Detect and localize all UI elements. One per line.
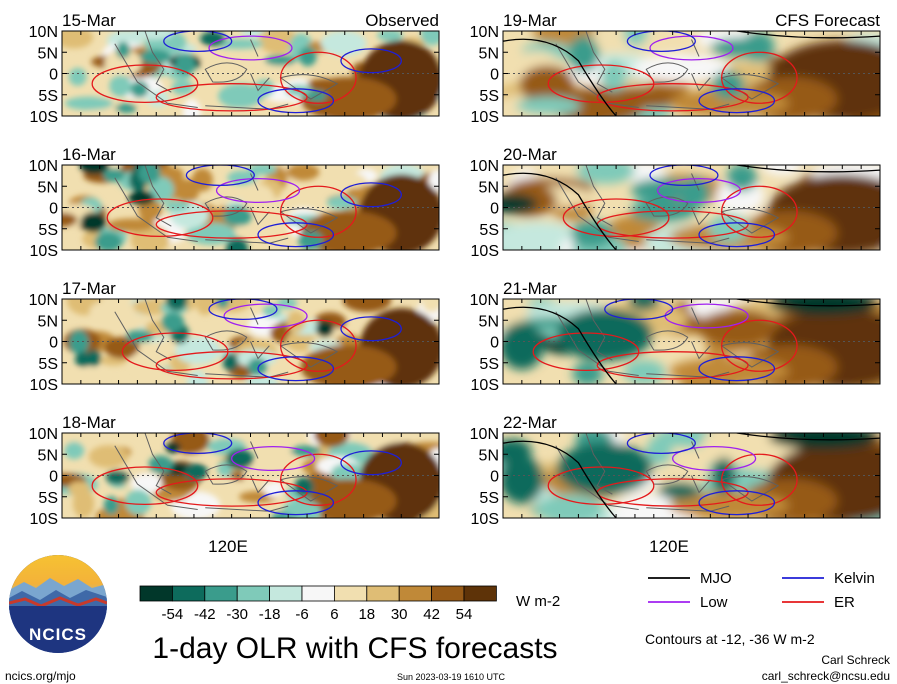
panel-date-label: 22-Mar: [503, 413, 557, 432]
panel-date-label: 15-Mar: [62, 11, 116, 30]
lat-tick-label: 5S: [38, 356, 58, 373]
footer-website: ncics.org/mjo: [5, 669, 76, 683]
colorbar-unit: W m-2: [516, 593, 560, 610]
lat-tick-label: 5S: [38, 88, 58, 105]
lon-label-right: 120E: [649, 537, 689, 556]
lat-tick-label: 0: [490, 335, 499, 352]
footer-email: carl_schreck@ncsu.edu: [762, 669, 890, 683]
colorbar-tick-label: -18: [259, 606, 281, 623]
colorbar-tick-label: 18: [358, 606, 375, 623]
colorbar-tick-label: -42: [194, 606, 216, 623]
legend-label-er: ER: [834, 594, 855, 611]
map-panel-16-Mar: 10N 5N 0 5S 10S 16-Mar: [29, 145, 440, 260]
panel-source-label: CFS Forecast: [775, 11, 880, 30]
contour-legend: MJO Kelvin Low ER: [648, 570, 875, 611]
lat-tick-label: 5N: [479, 447, 499, 464]
lat-tick-label: 5S: [38, 222, 58, 239]
lat-tick-label: 5N: [479, 45, 499, 62]
map-panels: 10N 5N 0 5S 10S 15-Mar Observed 10N 5N 0 5S 10S 16-M…: [29, 11, 881, 528]
colorbar-tick-label: -30: [226, 606, 248, 623]
colorbar: -54 -42 -30 -18 -6 6 18 30 42 54: [139, 585, 497, 623]
panel-date-label: 20-Mar: [503, 145, 557, 164]
colorbar-swatch: [301, 585, 335, 602]
colorbar-swatch: [333, 585, 368, 602]
lat-tick-label: 10S: [30, 511, 58, 528]
lat-tick-label: 10S: [30, 243, 58, 260]
lat-tick-label: 10N: [470, 292, 499, 309]
lat-tick-label: 0: [49, 335, 58, 352]
footer-timestamp: Sun 2023-03-19 1610 UTC: [397, 672, 506, 682]
panel-date-label: 17-Mar: [62, 279, 116, 298]
panel-date-label: 19-Mar: [503, 11, 557, 30]
lat-tick-label: 10N: [29, 426, 58, 443]
colorbar-swatch: [236, 585, 270, 602]
lat-tick-label: 0: [490, 201, 499, 218]
lat-tick-label: 10S: [471, 243, 499, 260]
colorbar-swatch: [204, 585, 238, 602]
map-panel-17-Mar: 10N 5N 0 5S 10S 17-Mar: [29, 279, 440, 394]
colorbar-swatch: [431, 585, 465, 602]
ncics-logo: NCICS: [9, 555, 107, 653]
colorbar-swatch: [269, 585, 303, 602]
colorbar-swatch: [171, 585, 206, 602]
lat-tick-label: 5N: [38, 447, 58, 464]
lat-tick-label: 5N: [479, 313, 499, 330]
colorbar-tick-label: 42: [423, 606, 440, 623]
panel-date-label: 18-Mar: [62, 413, 116, 432]
lat-tick-label: 5S: [38, 490, 58, 507]
lat-tick-label: 0: [490, 469, 499, 486]
lat-tick-label: 10N: [470, 158, 499, 175]
colorbar-tick-label: -54: [162, 606, 184, 623]
map-panel-19-Mar: 10N 5N 0 5S 10S 19-Mar CFS Forecast: [470, 11, 881, 126]
legend-label-mjo: MJO: [700, 570, 732, 587]
lon-label-left: 120E: [208, 537, 248, 556]
colorbar-tick-label: -6: [295, 606, 308, 623]
map-panel-20-Mar: 10N 5N 0 5S 10S 20-Mar: [470, 145, 881, 260]
lat-tick-label: 5S: [479, 356, 499, 373]
figure-title: 1-day OLR with CFS forecasts: [152, 632, 557, 665]
lat-tick-label: 0: [49, 67, 58, 84]
lat-tick-label: 10N: [470, 426, 499, 443]
lat-tick-label: 10S: [30, 377, 58, 394]
lat-tick-label: 10S: [471, 109, 499, 126]
colorbar-tick-label: 30: [391, 606, 408, 623]
lat-tick-label: 0: [490, 67, 499, 84]
colorbar-swatch: [463, 585, 497, 602]
legend-label-kelvin: Kelvin: [834, 570, 875, 587]
lat-tick-label: 5N: [38, 45, 58, 62]
lat-tick-label: 10N: [29, 292, 58, 309]
logo-text: NCICS: [29, 625, 87, 644]
map-panel-15-Mar: 10N 5N 0 5S 10S 15-Mar Observed: [29, 11, 440, 126]
lat-tick-label: 5S: [479, 490, 499, 507]
map-panel-18-Mar: 10N 5N 0 5S 10S 18-Mar: [29, 413, 440, 528]
lat-tick-label: 10N: [29, 24, 58, 41]
contour-note: Contours at -12, -36 W m-2: [645, 631, 815, 647]
legend-label-low: Low: [700, 594, 728, 611]
lat-tick-label: 10S: [471, 377, 499, 394]
colorbar-tick-label: 54: [456, 606, 473, 623]
lat-tick-label: 10S: [30, 109, 58, 126]
lat-tick-label: 0: [49, 201, 58, 218]
lat-tick-label: 10S: [471, 511, 499, 528]
lat-tick-label: 10N: [470, 24, 499, 41]
panel-date-label: 16-Mar: [62, 145, 116, 164]
colorbar-tick-label: 6: [330, 606, 338, 623]
lat-tick-label: 0: [49, 469, 58, 486]
lat-tick-label: 5S: [479, 88, 499, 105]
footer-author: Carl Schreck: [821, 653, 891, 667]
panel-source-label: Observed: [365, 11, 439, 30]
lat-tick-label: 10N: [29, 158, 58, 175]
colorbar-swatch: [139, 585, 173, 602]
map-panel-21-Mar: 10N 5N 0 5S 10S 21-Mar: [470, 279, 881, 394]
colorbar-swatch: [398, 585, 433, 602]
colorbar-swatch: [366, 585, 400, 602]
panel-date-label: 21-Mar: [503, 279, 557, 298]
lat-tick-label: 5N: [479, 179, 499, 196]
lat-tick-label: 5S: [479, 222, 499, 239]
lat-tick-label: 5N: [38, 179, 58, 196]
map-panel-22-Mar: 10N 5N 0 5S 10S 22-Mar: [470, 413, 881, 528]
lat-tick-label: 5N: [38, 313, 58, 330]
